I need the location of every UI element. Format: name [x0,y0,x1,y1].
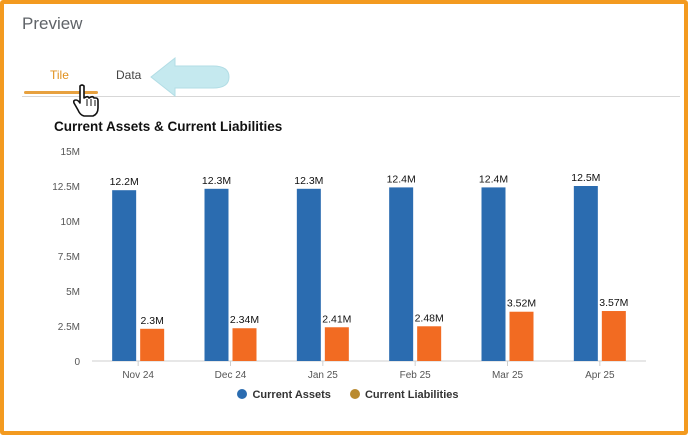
tab-bar: Tile Data [22,60,680,97]
bar-current-liabilities [417,326,442,361]
x-tick-label: Dec 24 [215,370,247,381]
bar-current-assets [296,188,321,361]
bar-current-assets [573,186,598,361]
y-tick-label: 5M [66,287,80,298]
y-tick-label: 2.5M [58,322,80,333]
data-label: 2.48M [415,312,444,324]
data-label: 3.57M [599,297,628,309]
legend-label-current-assets: Current Assets [252,389,331,401]
y-tick-label: 7.5M [58,252,80,263]
data-label: 12.5M [571,172,600,184]
data-label: 3.52M [507,298,536,310]
bar-chart: 0 2.5M 5M 7.5M 10M 12.5M 15M Nov 24 12.2M 2.3M Dec… [52,147,646,381]
chart-legend: Current Assets Current Liabilities [4,389,684,401]
bar-current-liabilities [601,311,626,361]
legend-swatch-current-assets [237,389,248,399]
bar-current-liabilities [140,328,165,361]
bar-current-liabilities [324,327,349,361]
x-tick-label: Jan 25 [308,370,338,381]
y-tick-label: 12.5M [52,182,80,193]
data-label: 2.41M [322,313,351,325]
data-label: 12.3M [294,175,323,187]
data-label: 12.4M [387,173,416,185]
x-tick-label: Mar 25 [492,370,524,381]
bar-current-liabilities [509,311,534,361]
bar-current-assets [389,187,414,361]
legend-swatch-current-liabilities [349,389,360,399]
x-tick-label: Nov 24 [122,370,154,381]
x-tick-label: Apr 25 [585,370,615,381]
legend-item-current-assets[interactable]: Current Assets [237,389,331,401]
preview-title: Preview [22,14,83,33]
chart-title: Current Assets & Current Liabilities [54,119,283,134]
data-label: 12.2M [110,176,139,188]
data-label: 12.4M [479,173,508,185]
left-arrow-icon [150,56,230,98]
bar-current-assets [204,188,229,361]
bar-current-assets [481,187,506,361]
data-label: 12.3M [202,175,231,187]
active-tab-indicator [24,91,98,94]
y-tick-label: 0 [74,357,80,368]
bar-current-assets [112,190,137,361]
data-label: 2.3M [140,315,163,327]
x-tick-label: Feb 25 [400,370,432,381]
data-label: 2.34M [230,314,259,326]
hand-pointer-icon [72,84,99,117]
y-tick-label: 10M [61,217,80,228]
y-tick-label: 15M [61,147,80,158]
bar-current-liabilities [232,328,257,361]
tab-data[interactable]: Data [116,68,142,82]
legend-label-current-liabilities: Current Liabilities [364,389,459,401]
tab-tile[interactable]: Tile [50,68,69,82]
legend-item-current-liabilities[interactable]: Current Liabilities [349,389,459,401]
